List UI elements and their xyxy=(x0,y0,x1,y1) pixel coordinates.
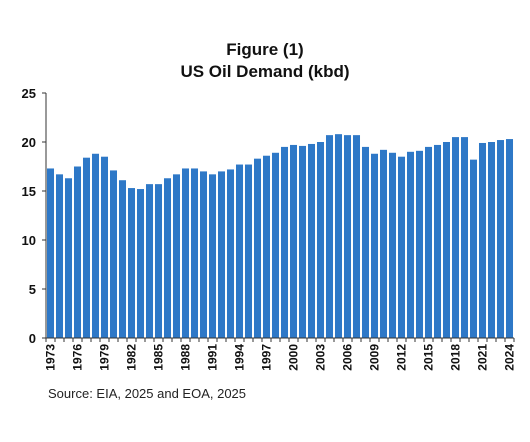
y-tick-label-5: 5 xyxy=(29,282,36,297)
bar-1983 xyxy=(136,189,145,338)
x-tick-label-2018: 2018 xyxy=(449,344,463,371)
x-tick-label-2009: 2009 xyxy=(368,344,382,371)
bar-2013 xyxy=(406,151,415,338)
x-tick-label-1973: 1973 xyxy=(44,344,58,371)
y-tick-label-25: 25 xyxy=(22,86,36,101)
bar-1990 xyxy=(199,171,208,338)
bar-2014 xyxy=(415,150,424,338)
x-tick-label-1988: 1988 xyxy=(179,344,193,371)
bar-1976 xyxy=(73,166,82,338)
bar-1996 xyxy=(253,158,262,338)
bar-2010 xyxy=(379,149,388,338)
bar-1988 xyxy=(181,168,190,338)
bar-1999 xyxy=(280,146,289,338)
bar-1987 xyxy=(172,174,181,338)
bar-1982 xyxy=(127,188,136,338)
bar-2015 xyxy=(424,146,433,338)
bar-1973 xyxy=(46,168,55,338)
x-tick-label-1997: 1997 xyxy=(260,344,274,371)
x-tick-label-1979: 1979 xyxy=(98,344,112,371)
chart-subtitle: US Oil Demand (kbd) xyxy=(180,62,350,81)
bar-1975 xyxy=(64,178,73,338)
bar-1989 xyxy=(190,168,199,338)
bar-1994 xyxy=(235,164,244,338)
x-tick-label-2000: 2000 xyxy=(287,344,301,371)
bar-2004 xyxy=(325,135,334,338)
x-tick-label-2003: 2003 xyxy=(314,344,328,371)
bar-1974 xyxy=(55,174,64,338)
bar-1998 xyxy=(271,152,280,338)
bar-1995 xyxy=(244,164,253,338)
bar-2018 xyxy=(451,137,460,338)
chart-title: Figure (1) xyxy=(226,40,304,59)
bar-1984 xyxy=(145,184,154,338)
source-note: Source: EIA, 2025 and EOA, 2025 xyxy=(48,386,247,401)
bar-2006 xyxy=(343,135,352,338)
x-tick-label-1991: 1991 xyxy=(206,344,220,371)
bar-2005 xyxy=(334,134,343,338)
bar-1979 xyxy=(100,156,109,338)
bar-2011 xyxy=(388,152,397,338)
x-tick-label-2012: 2012 xyxy=(395,344,409,371)
bar-1981 xyxy=(118,180,127,338)
x-tick-label-1994: 1994 xyxy=(233,344,247,371)
bar-2019 xyxy=(460,137,469,338)
bar-2017 xyxy=(442,142,451,338)
bar-2001 xyxy=(298,145,307,338)
bar-2022 xyxy=(487,142,496,338)
bar-2024 xyxy=(505,139,514,338)
x-tick-label-1976: 1976 xyxy=(71,344,85,371)
bar-1980 xyxy=(109,170,118,338)
bar-2003 xyxy=(316,142,325,338)
y-tick-label-0: 0 xyxy=(29,331,36,346)
bar-1986 xyxy=(163,178,172,338)
bar-1978 xyxy=(91,153,100,338)
bar-1991 xyxy=(208,174,217,338)
x-tick-label-2015: 2015 xyxy=(422,344,436,371)
x-tick-label-2024: 2024 xyxy=(503,344,517,371)
bar-2021 xyxy=(478,142,487,338)
bar-1985 xyxy=(154,184,163,338)
bar-2020 xyxy=(469,159,478,338)
y-tick-label-10: 10 xyxy=(22,233,36,248)
bar-1993 xyxy=(226,169,235,338)
bar-1997 xyxy=(262,155,271,338)
x-tick-label-1982: 1982 xyxy=(125,344,139,371)
bar-2007 xyxy=(352,135,361,338)
bar-1992 xyxy=(217,171,226,338)
bar-1977 xyxy=(82,157,91,338)
x-tick-label-1985: 1985 xyxy=(152,344,166,371)
y-tick-label-20: 20 xyxy=(22,135,36,150)
bar-2012 xyxy=(397,156,406,338)
bar-2016 xyxy=(433,144,442,338)
x-tick-label-2006: 2006 xyxy=(341,344,355,371)
bar-2008 xyxy=(361,146,370,338)
bar-2002 xyxy=(307,143,316,338)
bar-2023 xyxy=(496,140,505,338)
y-tick-label-15: 15 xyxy=(22,184,36,199)
bar-2009 xyxy=(370,153,379,338)
bar-2000 xyxy=(289,144,298,338)
x-tick-label-2021: 2021 xyxy=(476,344,490,371)
